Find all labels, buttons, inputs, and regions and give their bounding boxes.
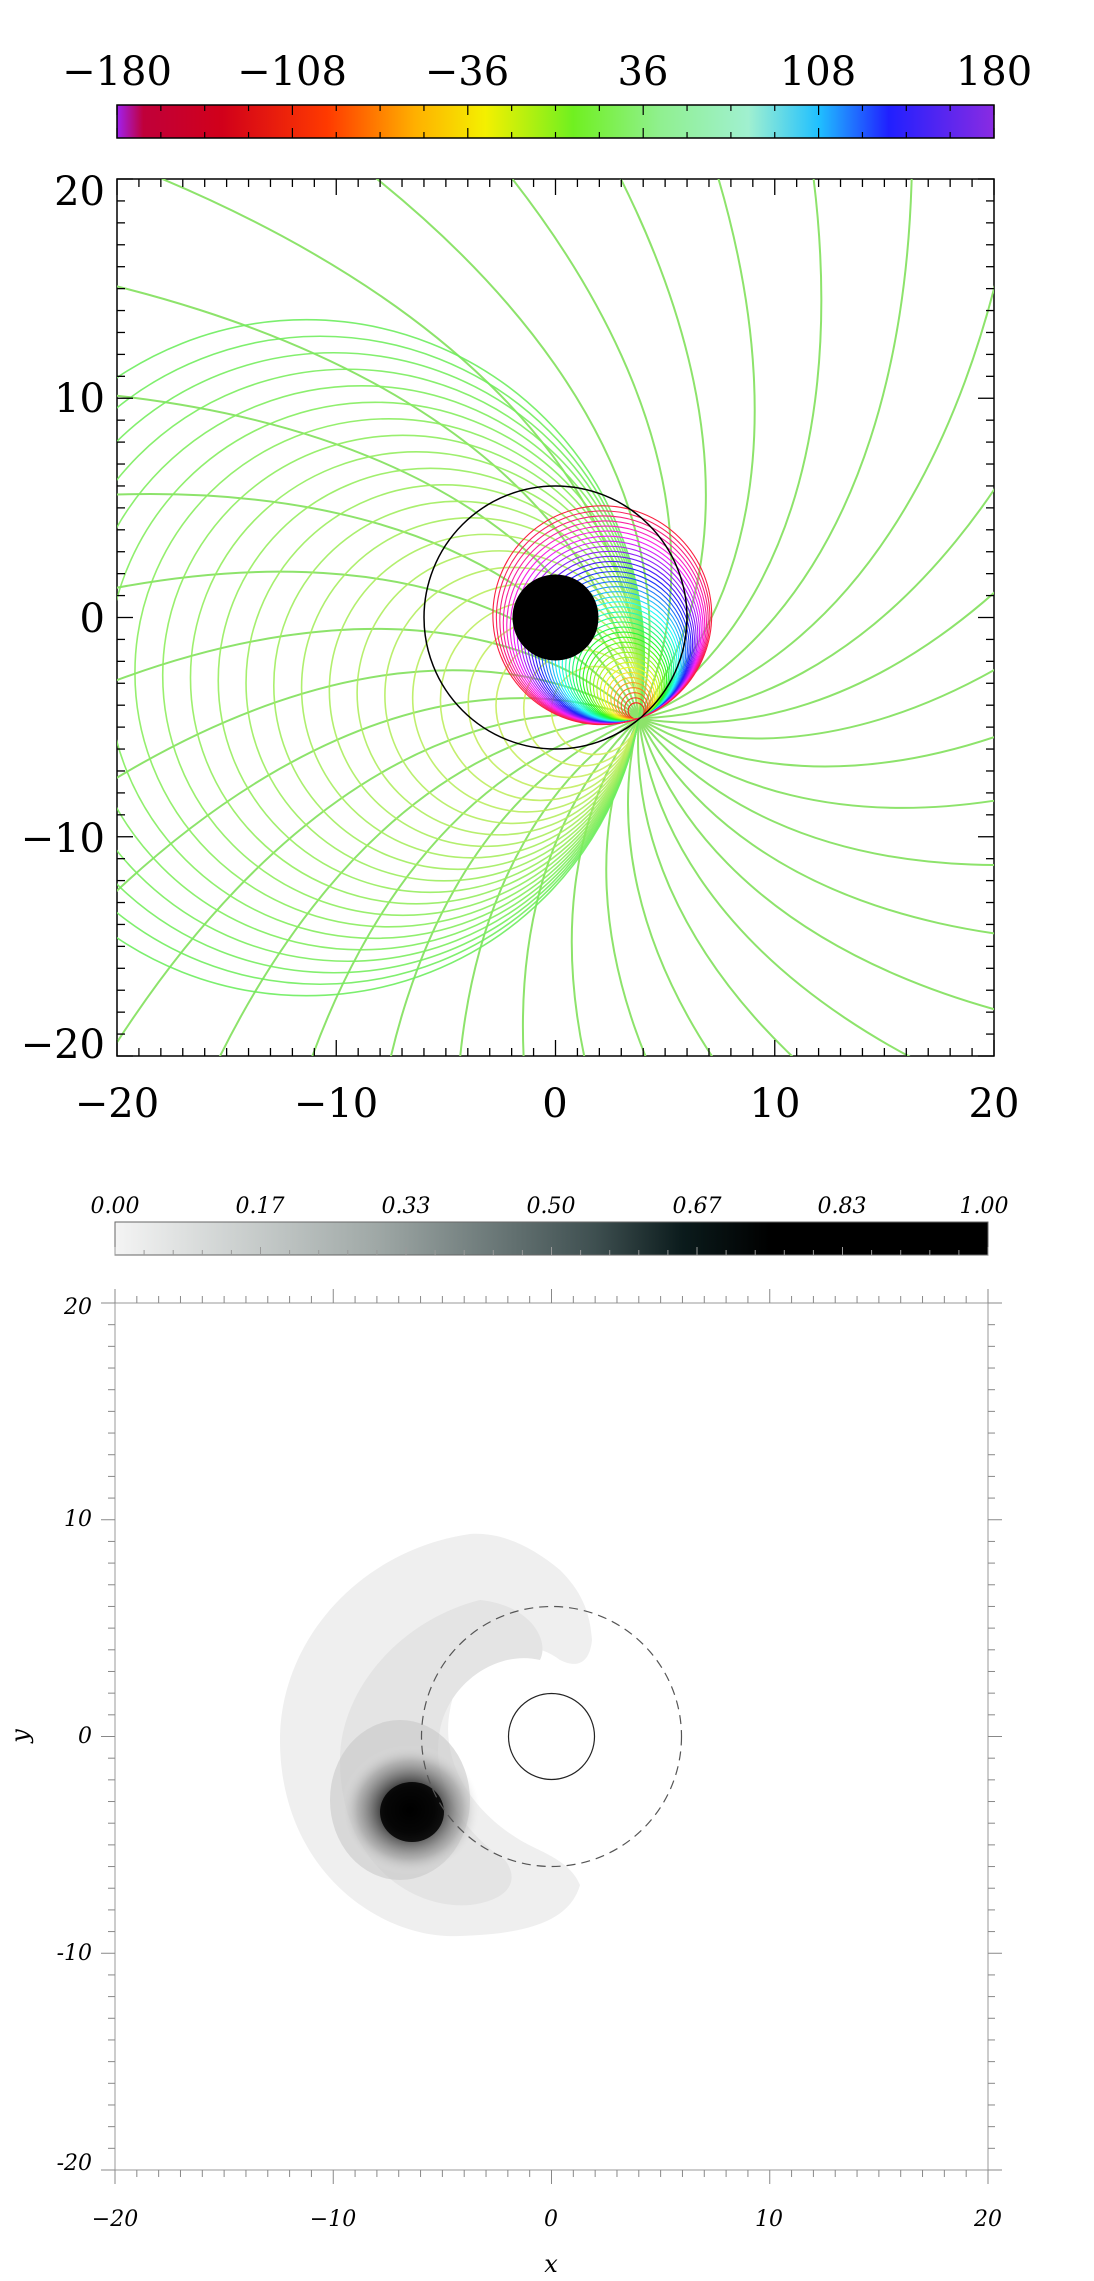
bottom-inner-circle bbox=[507, 1692, 596, 1781]
top-colorbar-ticks bbox=[116, 105, 995, 138]
bottom-plot-area: −20 −10 0 10 20 20 10 0 -10 -20 x y bbox=[6, 1289, 1002, 2278]
bottom-colorbar-tick-label: 1.00 bbox=[960, 1194, 1009, 1219]
top-x-tick-label: 10 bbox=[750, 1081, 801, 1127]
bottom-colorbar-tick-label: 0.83 bbox=[818, 1194, 867, 1219]
swirl-loop bbox=[492, 505, 713, 726]
contour-loop bbox=[117, 319, 645, 997]
contour-line bbox=[637, 718, 911, 1056]
contour-line bbox=[638, 717, 994, 768]
top-x-tick-label: 20 bbox=[969, 1081, 1020, 1127]
contour-line bbox=[390, 717, 640, 1056]
bottom-y-tick-label: 20 bbox=[63, 1295, 92, 1320]
top-colorbar-tick-label: −180 bbox=[62, 49, 172, 95]
bottom-y-axis-label: y bbox=[6, 1729, 34, 1744]
bottom-colorbar-tick-label: 0.67 bbox=[673, 1194, 722, 1219]
top-x-tick-label: −10 bbox=[294, 1081, 378, 1127]
bottom-colorbar-group: 0.00 0.17 0.33 0.50 0.67 0.83 1.00 bbox=[91, 1194, 1009, 1256]
contour-line bbox=[521, 717, 640, 1056]
top-y-tick-label: 20 bbox=[54, 169, 105, 215]
bottom-x-tick-label: 10 bbox=[755, 2207, 783, 2232]
contour-line bbox=[605, 717, 647, 1056]
bottom-x-tick-label: 0 bbox=[544, 2207, 558, 2232]
top-y-tick-label: −20 bbox=[21, 1022, 105, 1068]
top-colorbar-tick-label: −108 bbox=[237, 49, 347, 95]
bottom-axis-ticks bbox=[101, 1289, 1002, 2184]
top-plot-area: −20 −10 0 10 20 20 10 0 −10 −20 bbox=[21, 169, 1020, 1127]
bottom-colorbar-tick-label: 0.33 bbox=[382, 1194, 431, 1219]
bottom-y-tick-label: 10 bbox=[64, 1507, 92, 1532]
contour-line bbox=[619, 179, 707, 719]
top-x-tick-label: −20 bbox=[75, 1081, 159, 1127]
bottom-dashed-circle bbox=[420, 1605, 683, 1868]
top-axis-ticks bbox=[116, 178, 995, 1057]
contour-line bbox=[638, 591, 994, 724]
contour-line bbox=[511, 179, 673, 719]
contour-line bbox=[375, 179, 651, 719]
contour-line bbox=[638, 717, 994, 866]
contour-line bbox=[219, 717, 639, 1056]
top-colorbar-tick-label: 180 bbox=[956, 49, 1032, 95]
bottom-y-tick-label: -20 bbox=[57, 2151, 92, 2176]
heatmap-peak-core bbox=[380, 1782, 444, 1842]
top-colorbar-group: −180 −108 −36 36 108 180 bbox=[62, 49, 1032, 139]
contour-line bbox=[638, 179, 913, 720]
contour-line bbox=[459, 717, 640, 1056]
contour-line bbox=[117, 627, 640, 720]
contour-line bbox=[117, 669, 640, 780]
bottom-x-tick-label: −10 bbox=[310, 2207, 356, 2232]
top-x-tick-label: 0 bbox=[542, 1081, 567, 1127]
contour-line bbox=[638, 284, 994, 720]
contour-line bbox=[638, 717, 994, 809]
top-black-hole bbox=[512, 574, 599, 661]
top-y-tick-label: 0 bbox=[80, 596, 105, 642]
contour-line bbox=[638, 179, 823, 720]
top-colorbar-tick-label: 36 bbox=[618, 49, 669, 95]
top-colorbar-tick-label: −36 bbox=[425, 49, 509, 95]
bottom-y-tick-label: -10 bbox=[57, 1941, 92, 1966]
contour-line bbox=[638, 668, 994, 740]
top-outer-circle bbox=[423, 485, 688, 750]
contour-line bbox=[311, 717, 640, 1056]
bottom-colorbar-tick-label: 0.50 bbox=[527, 1194, 576, 1219]
bottom-colorbar-tick-label: 0.00 bbox=[91, 1194, 140, 1219]
top-contour-lines bbox=[117, 179, 994, 1056]
contour-line bbox=[117, 697, 640, 893]
top-y-tick-label: −10 bbox=[21, 816, 105, 862]
bottom-x-axis-label: x bbox=[544, 2250, 558, 2278]
bottom-y-tick-label: 0 bbox=[78, 1724, 92, 1749]
top-colorbar-tick-label: 108 bbox=[780, 49, 856, 95]
contour-line bbox=[637, 717, 994, 935]
contour-line bbox=[637, 718, 794, 1056]
contour-line bbox=[637, 718, 994, 1011]
bottom-colorbar-tick-label: 0.17 bbox=[236, 1194, 285, 1219]
top-y-tick-label: 10 bbox=[54, 376, 105, 422]
contour-line bbox=[627, 718, 714, 1056]
contour-line bbox=[117, 713, 639, 1045]
bottom-x-tick-label: 20 bbox=[973, 2207, 1002, 2232]
contour-line bbox=[638, 487, 994, 720]
bottom-x-tick-label: −20 bbox=[92, 2207, 138, 2232]
bottom-colorbar-ticks bbox=[114, 1247, 989, 1255]
bottom-heatmap bbox=[280, 1533, 592, 1937]
